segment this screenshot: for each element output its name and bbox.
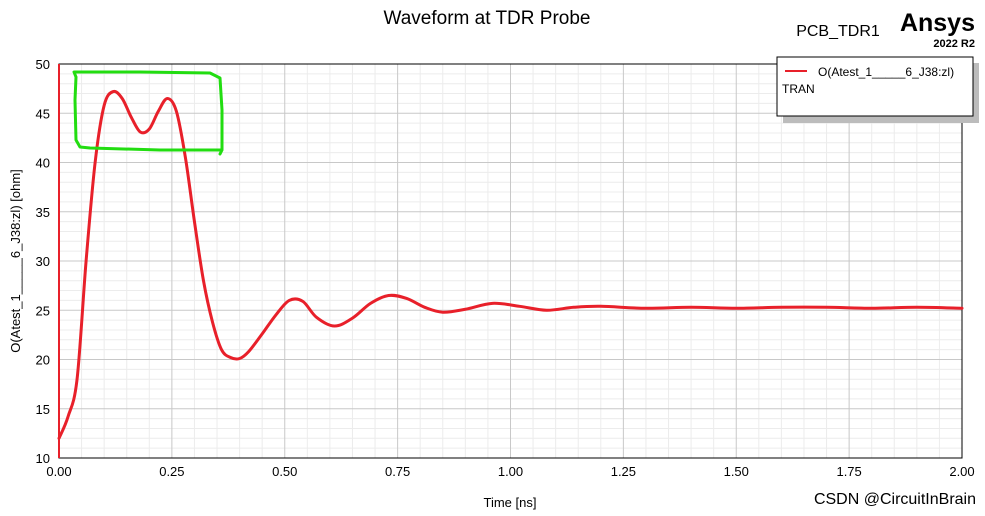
x-tick-label: 0.25	[159, 464, 184, 479]
y-tick-label: 40	[36, 156, 50, 171]
y-tick-label: 30	[36, 254, 50, 269]
version-label: 2022 R2	[933, 38, 975, 50]
chart-title: Waveform at TDR Probe	[384, 8, 591, 29]
project-name: PCB_TDR1	[796, 23, 880, 40]
x-tick-label: 1.75	[836, 464, 861, 479]
major-grid	[59, 64, 962, 458]
x-tick-label: 1.00	[498, 464, 523, 479]
ansys-logo: Ansys	[900, 9, 975, 37]
y-tick-label: 50	[36, 57, 50, 72]
series-line-impedance	[57, 89, 964, 440]
y-tick-label: 25	[36, 303, 50, 318]
legend: O(Atest_1_____6_J38:zl) TRAN	[776, 56, 979, 123]
highlight-annotation	[72, 70, 224, 156]
watermark: CSDN @CircuitInBrain	[814, 491, 976, 508]
y-tick-label: 20	[36, 353, 50, 368]
x-tick-label: 1.25	[611, 464, 636, 479]
legend-subtitle: TRAN	[782, 82, 815, 96]
x-tick-label: 0.00	[46, 464, 71, 479]
y-axis-label: O(Atest_1_____6_J38:zl) [ohm]	[8, 169, 23, 353]
x-tick-label: 2.00	[949, 464, 974, 479]
y-tick-label: 15	[36, 402, 50, 417]
y-tick-label: 10	[36, 451, 50, 466]
x-axis-ticks: 0.00 0.25 0.50 0.75 1.00 1.25 1.50 1.75 2.00	[46, 464, 974, 479]
x-axis-label: Time [ns]	[484, 495, 537, 510]
x-tick-label: 1.50	[724, 464, 749, 479]
legend-entry: O(Atest_1_____6_J38:zl)	[818, 65, 954, 79]
y-tick-label: 35	[36, 205, 50, 220]
y-axis-ticks: 10 15 20 25 30 35 40 45 50	[36, 57, 50, 466]
x-tick-label: 0.50	[272, 464, 297, 479]
x-tick-label: 0.75	[385, 464, 410, 479]
y-tick-label: 45	[36, 106, 50, 121]
legend-box	[776, 56, 974, 117]
